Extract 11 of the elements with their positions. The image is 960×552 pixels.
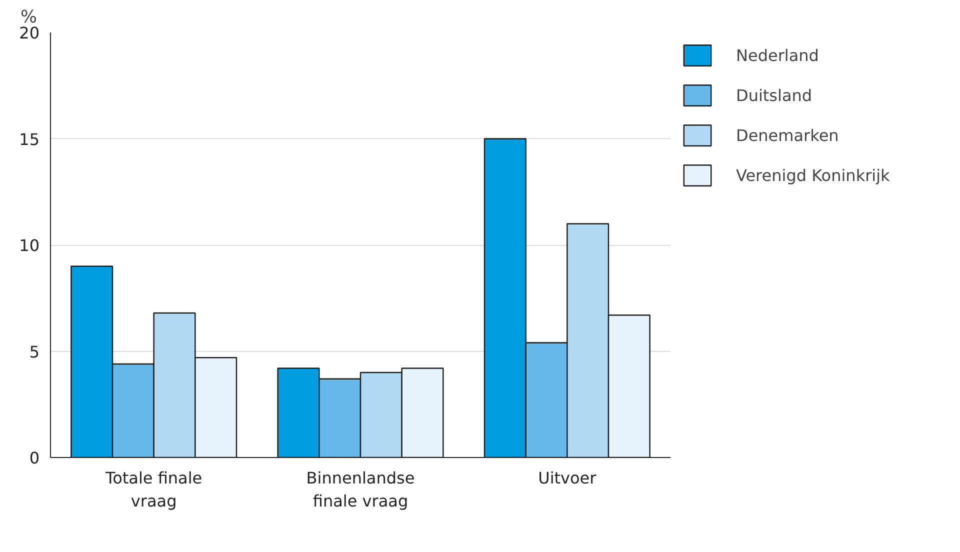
y-tick-label: 10	[19, 236, 40, 255]
x-tick-label: Totale finale vraag	[104, 468, 202, 510]
y-tick-label: 0	[29, 448, 40, 468]
legend-label: Duitsland	[736, 86, 812, 104]
x-tick-label: Binnenlandse finale vraag	[306, 468, 415, 510]
legend-label: Verenigd Koninkrijk	[736, 166, 890, 184]
legend-label: Denemarken	[736, 126, 839, 144]
legend-label: Nederland	[736, 46, 819, 64]
x-tick-label: Uitvoer	[538, 468, 597, 488]
y-tick-label: 15	[19, 130, 40, 149]
y-tick-label: 5	[29, 342, 40, 362]
